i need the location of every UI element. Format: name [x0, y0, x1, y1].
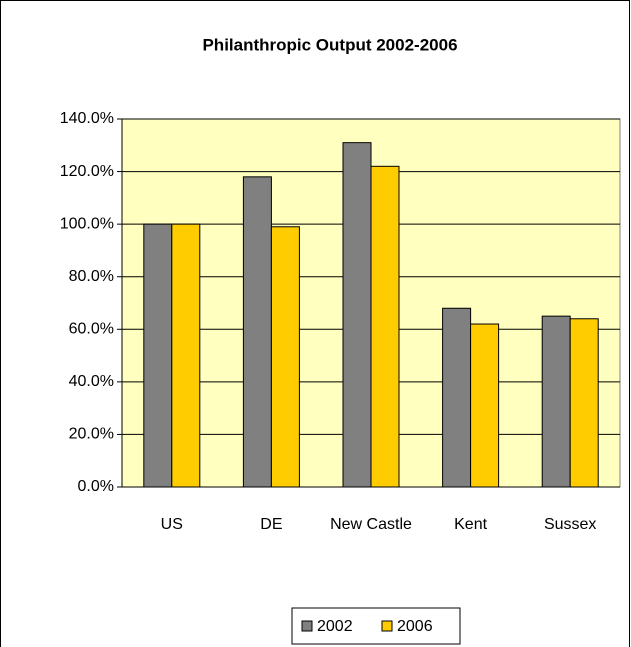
bar: [342, 142, 372, 488]
legend-swatch: [301, 620, 313, 632]
x-tick-label: New Castle: [330, 516, 412, 533]
legend-label: 2002: [317, 618, 353, 635]
legend-box: [291, 607, 461, 645]
y-tick-label: 0.0%: [78, 478, 114, 495]
bar: [470, 323, 500, 488]
x-tick-label: DE: [260, 516, 282, 533]
chart-title: Philanthropic Output 2002-2006: [202, 35, 457, 54]
bar: [541, 315, 571, 488]
y-tick-label: 120.0%: [60, 163, 114, 180]
legend-swatch: [381, 620, 393, 632]
y-tick-label: 60.0%: [69, 321, 114, 338]
bar: [270, 226, 300, 488]
x-tick-label: Sussex: [544, 516, 596, 533]
bar: [171, 223, 201, 488]
y-tick-label: 80.0%: [69, 268, 114, 285]
y-tick-label: 40.0%: [69, 373, 114, 390]
y-tick-label: 140.0%: [60, 110, 114, 127]
x-tick-label: Kent: [454, 516, 487, 533]
bar: [442, 307, 472, 488]
bar: [569, 318, 599, 488]
y-tick-label: 100.0%: [60, 215, 114, 232]
bar: [370, 165, 400, 488]
x-tick-label: US: [161, 516, 183, 533]
bar: [242, 176, 272, 488]
legend-label: 2006: [397, 618, 433, 635]
y-tick-label: 20.0%: [69, 426, 114, 443]
bar: [143, 223, 173, 488]
